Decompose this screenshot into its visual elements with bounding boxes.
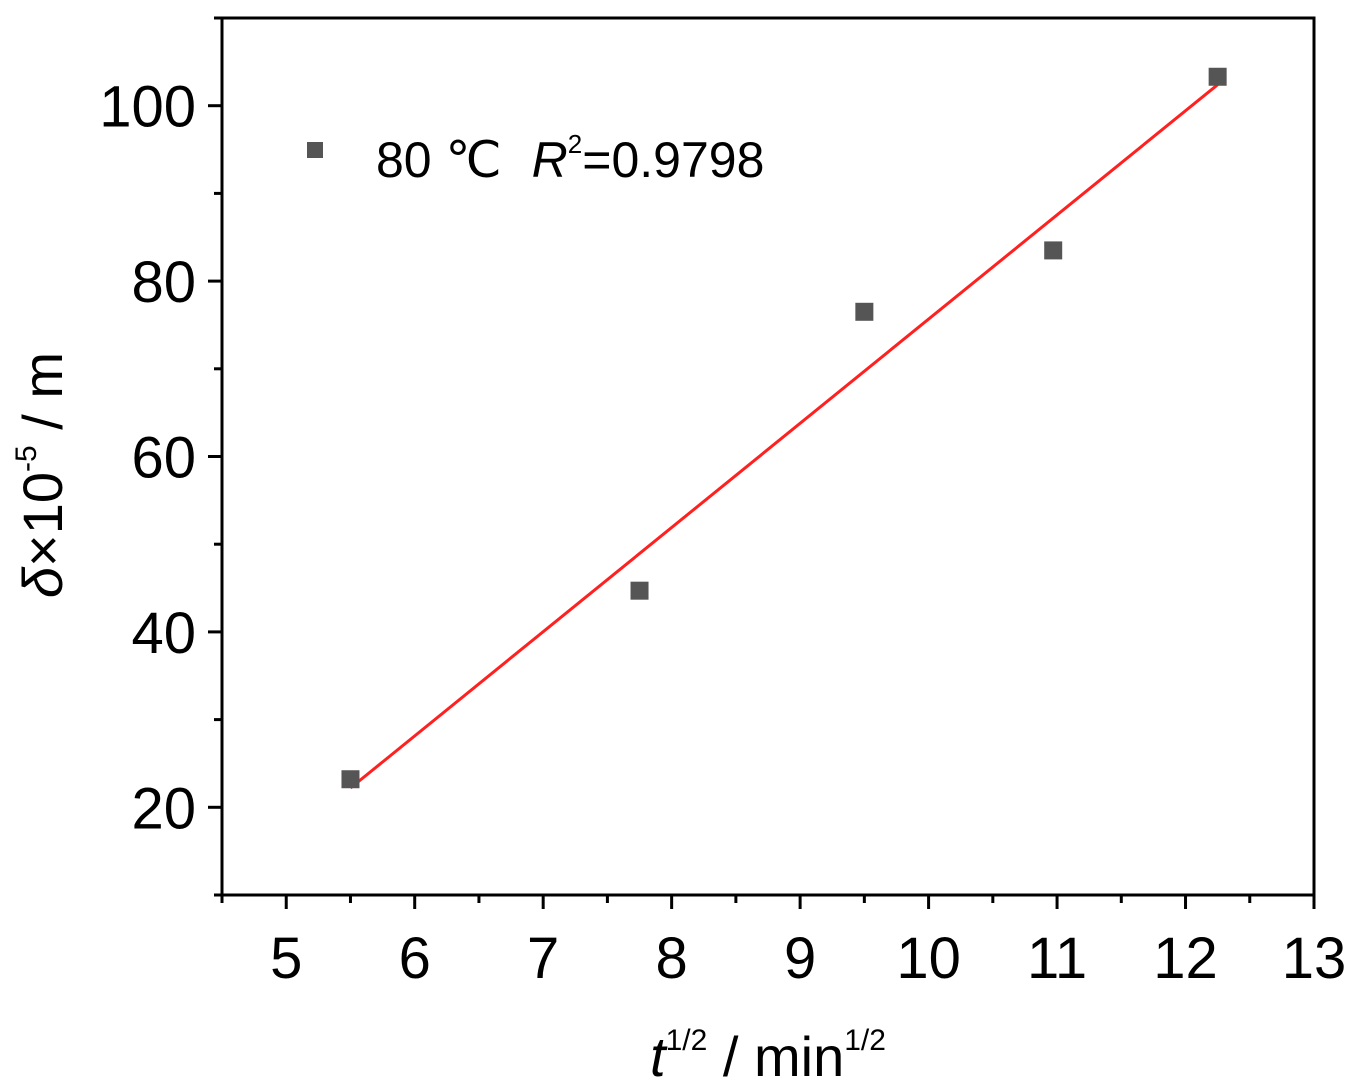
y-tick-label: 20: [131, 776, 196, 841]
x-tick-label: 8: [656, 926, 688, 991]
x-tick-label: 11: [1027, 926, 1087, 991]
legend-marker: [307, 142, 323, 158]
x-tick-label: 5: [270, 926, 302, 991]
x-tick-label: 9: [784, 926, 816, 991]
x-tick-label: 13: [1282, 926, 1347, 991]
x-tick-label: 12: [1153, 926, 1218, 991]
y-tick-label: 40: [131, 601, 196, 666]
x-tick-label: 10: [896, 926, 961, 991]
data-point: [1208, 67, 1227, 86]
legend: 80 ℃ R2=0.9798: [307, 129, 764, 188]
data-point: [1044, 241, 1063, 260]
data-points: [341, 67, 1227, 789]
data-point: [855, 302, 874, 321]
ticks: [208, 16, 1316, 909]
data-point: [341, 770, 360, 789]
y-axis-title: δ×10-5 / m: [10, 352, 74, 598]
x-tick-label: 7: [527, 926, 559, 991]
y-tick-label: 100: [99, 75, 196, 140]
x-tick-label: 6: [399, 926, 431, 991]
x-axis-title: t1/2 / min1/2: [650, 1024, 886, 1083]
data-point: [630, 581, 649, 600]
y-tick-label: 60: [131, 426, 196, 491]
y-tick-label: 80: [131, 250, 196, 315]
fit-line: [349, 83, 1219, 790]
legend-label: 80 ℃ R2=0.9798: [376, 129, 764, 188]
tick-labels: 5 6 7 8 9 10 11 12 13 20 40 60 80 100: [99, 75, 1346, 991]
